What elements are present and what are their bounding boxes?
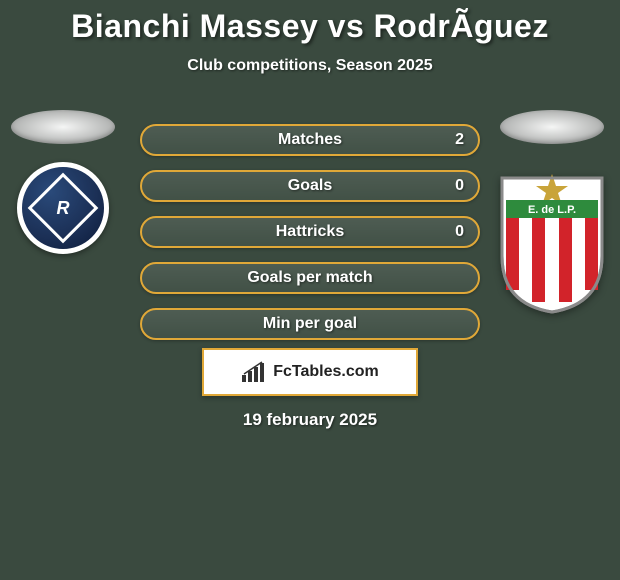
left-team-logo-monogram: R (57, 198, 70, 219)
stat-value-right: 0 (455, 223, 464, 241)
right-player-photo-placeholder (500, 110, 604, 144)
brand-icon (241, 361, 267, 383)
stat-bar-hattricks: Hattricks 0 (140, 216, 480, 248)
left-player-photo-placeholder (11, 110, 115, 144)
stat-value-right: 2 (455, 131, 464, 149)
subtitle: Club competitions, Season 2025 (0, 57, 620, 75)
stat-label: Min per goal (263, 315, 357, 333)
stat-label: Hattricks (276, 223, 344, 241)
stat-bar-goals: Goals 0 (140, 170, 480, 202)
brand-text: FcTables.com (273, 363, 379, 381)
right-player-column: E. de L.P. (492, 110, 612, 314)
stat-bar-goals-per-match: Goals per match (140, 262, 480, 294)
right-team-logo-initials: E. de L.P. (528, 204, 576, 216)
left-team-logo-diamond: R (28, 173, 99, 244)
left-team-logo: R (17, 162, 109, 254)
stat-bars: Matches 2 Goals 0 Hattricks 0 Goals per … (140, 124, 480, 340)
comparison-card: Bianchi Massey vs RodrÃ­guez Club compet… (0, 0, 620, 580)
stat-bar-min-per-goal: Min per goal (140, 308, 480, 340)
stat-label: Goals (288, 177, 332, 195)
right-team-logo: E. de L.P. (496, 174, 608, 314)
brand-box: FcTables.com (202, 348, 418, 396)
stat-bar-matches: Matches 2 (140, 124, 480, 156)
stat-value-right: 0 (455, 177, 464, 195)
page-title: Bianchi Massey vs RodrÃ­guez (0, 0, 620, 45)
date-text: 19 february 2025 (0, 410, 620, 430)
stat-label: Matches (278, 131, 342, 149)
left-player-column: R (8, 110, 118, 254)
stat-label: Goals per match (247, 269, 372, 287)
